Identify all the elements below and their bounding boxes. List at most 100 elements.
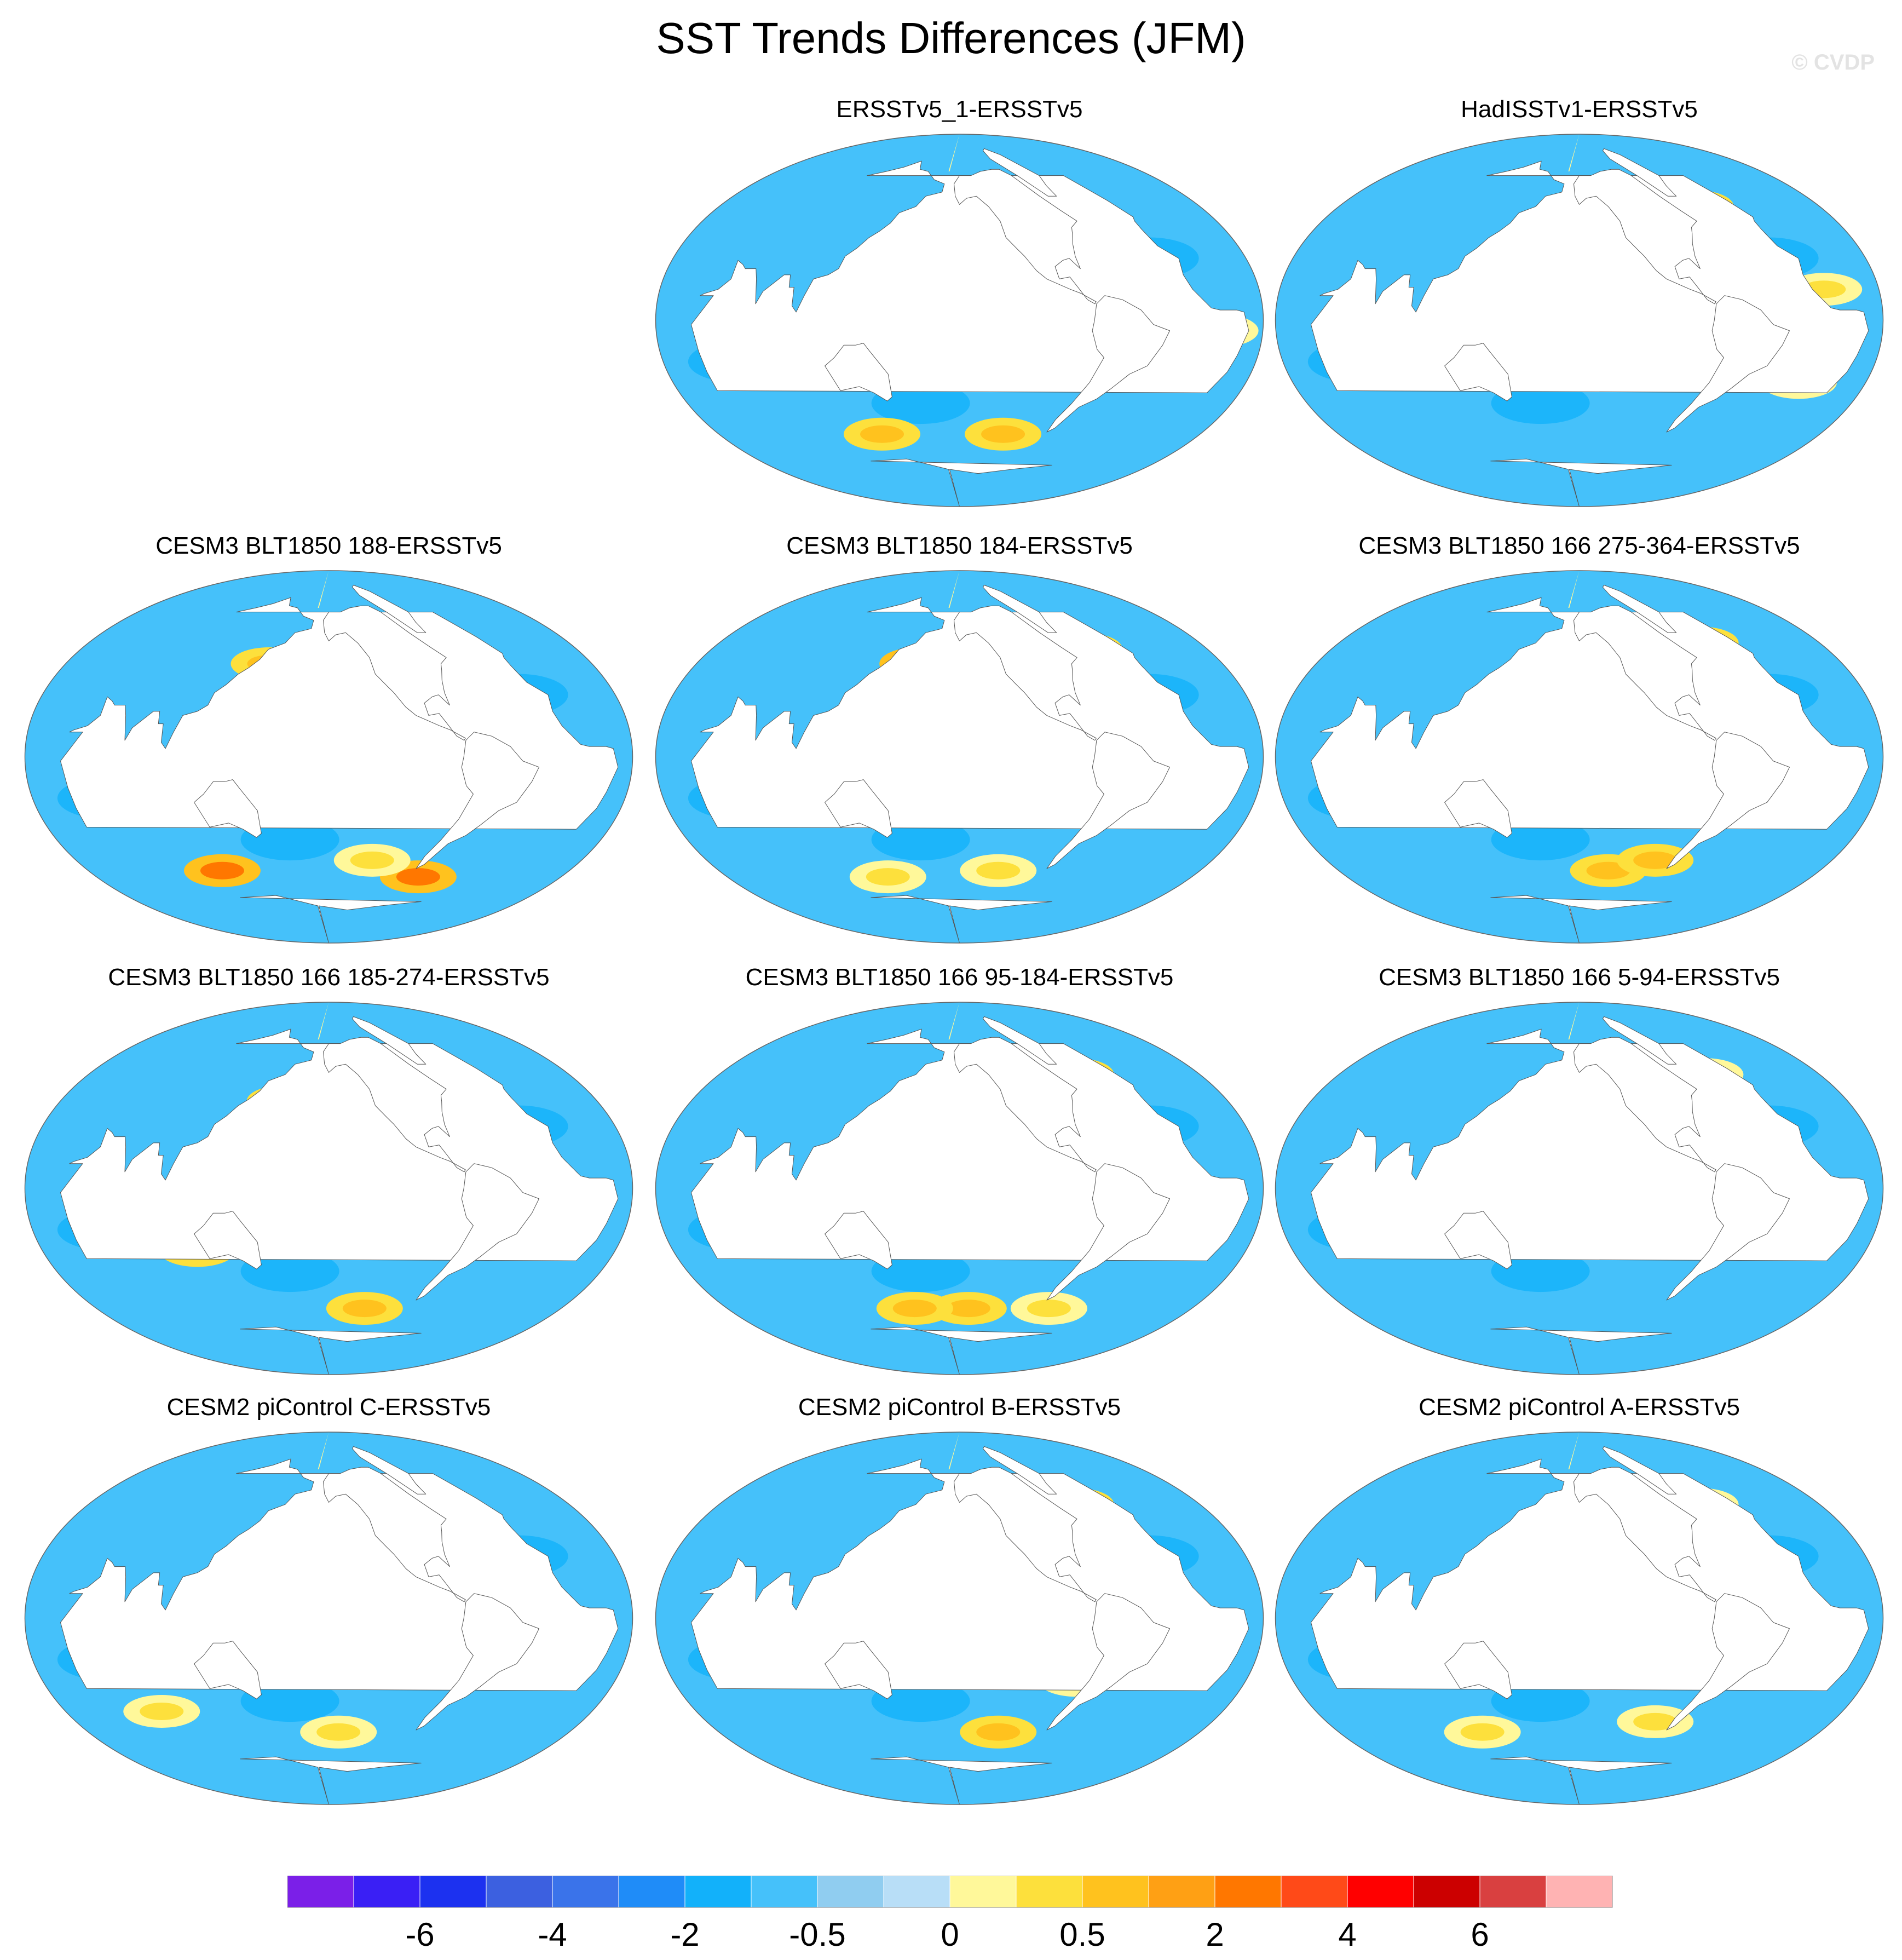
- land-antarctica: [240, 1756, 422, 1804]
- map-cesm3-188: [24, 570, 633, 944]
- sst-patch: [240, 1680, 339, 1722]
- map-cesm3-166-95-184: [655, 1002, 1264, 1375]
- map-panel-cesm2-c: CESM2 piControl C-ERSSTv5: [10, 1394, 648, 1821]
- colorbar-swatch: [552, 1876, 619, 1908]
- sst-patch: [240, 819, 339, 861]
- sst-patch: [240, 1250, 339, 1292]
- sst-patch: [871, 1680, 970, 1722]
- land-south-america: [416, 1593, 539, 1731]
- map-outline: [655, 134, 1264, 507]
- land-antarctica: [871, 1756, 1052, 1804]
- colorbar-swatch: [751, 1876, 818, 1908]
- map-cesm3-166-5-94: [1275, 1002, 1884, 1375]
- land-south-america: [1046, 1163, 1170, 1301]
- warm-anomaly-core: [866, 868, 910, 886]
- sst-patch: [871, 382, 970, 424]
- colorbar-swatch: [949, 1876, 1017, 1908]
- land-south-america: [416, 732, 539, 869]
- land-antarctica: [1490, 1756, 1672, 1804]
- land-greenland: [982, 1446, 1057, 1495]
- map-cesm3-166-185-274: [24, 1002, 633, 1375]
- arctic-band: [1568, 1002, 1580, 1039]
- map-cesm3-184: [655, 570, 1264, 944]
- land-south-america: [1666, 1163, 1790, 1301]
- land-north-america: [323, 1037, 466, 1172]
- land-greenland: [351, 1016, 426, 1065]
- panel-title: CESM2 piControl A-ERSSTv5: [1419, 1394, 1740, 1421]
- warm-anomaly-core: [1633, 851, 1678, 869]
- land-north-america: [954, 1467, 1097, 1602]
- arctic-band: [948, 134, 960, 171]
- arctic-band: [318, 571, 329, 608]
- map-panel-cesm2-a: CESM2 piControl A-ERSSTv5: [1260, 1394, 1898, 1821]
- sst-patch: [1491, 819, 1590, 861]
- land-north-america: [1574, 1467, 1716, 1602]
- map-outline: [655, 1002, 1264, 1375]
- land-australia: [825, 1211, 892, 1269]
- panel-title: CESM2 piControl C-ERSSTv5: [166, 1394, 491, 1421]
- arctic-band: [1568, 571, 1580, 608]
- map-cesm2-b: [655, 1432, 1264, 1805]
- colorbar-swatch: [817, 1876, 884, 1908]
- land-north-america: [1574, 169, 1716, 304]
- warm-anomaly-core: [976, 1723, 1021, 1741]
- land-greenland: [982, 584, 1057, 633]
- map-panel-cesm3-184: CESM3 BLT1850 184-ERSSTv5: [641, 532, 1278, 959]
- map-panel-cesm3-188: CESM3 BLT1850 188-ERSSTv5: [10, 532, 648, 959]
- map-outline: [24, 1002, 633, 1375]
- land-australia: [1444, 343, 1512, 401]
- arctic-band: [1568, 1432, 1580, 1469]
- colorbar-swatch: [618, 1876, 685, 1908]
- map-outline: [24, 1432, 633, 1805]
- colorbar-swatch: [1281, 1876, 1348, 1908]
- panel-title: CESM3 BLT1850 166 5-94-ERSSTv5: [1379, 964, 1780, 991]
- land-north-america: [323, 605, 466, 741]
- land-antarctica: [1490, 895, 1672, 943]
- panel-title: CESM3 BLT1850 188-ERSSTv5: [155, 532, 502, 559]
- panel-title: ERSSTv5_1-ERSSTv5: [836, 96, 1083, 123]
- colorbar-tick-label: 4: [1338, 1916, 1356, 1953]
- land-antarctica: [1490, 1326, 1672, 1375]
- map-outline: [1275, 1002, 1884, 1375]
- land-south-america: [1666, 295, 1790, 433]
- land-north-america: [1574, 605, 1716, 741]
- panel-title: CESM2 piControl B-ERSSTv5: [798, 1394, 1121, 1421]
- colorbar-tick-label: 0.5: [1059, 1916, 1105, 1953]
- map-outline: [655, 570, 1264, 944]
- warm-anomaly-core: [396, 868, 440, 886]
- warm-anomaly-core: [316, 1723, 361, 1741]
- map-cesm2-c: [24, 1432, 633, 1805]
- warm-anomaly-core: [1633, 1712, 1678, 1731]
- colorbar-tick-label: -6: [405, 1916, 434, 1953]
- land-australia: [1444, 779, 1512, 838]
- arctic-band: [318, 1432, 329, 1469]
- land-north-america: [954, 1037, 1097, 1172]
- warm-anomaly-core: [1460, 1723, 1505, 1741]
- colorbar-swatch: [883, 1876, 950, 1908]
- colorbar-swatch: [684, 1876, 752, 1908]
- land-south-america: [1666, 1593, 1790, 1731]
- colorbar-tick-label: -0.5: [789, 1916, 845, 1953]
- sst-patch: [1491, 1680, 1590, 1722]
- warm-anomaly-core: [1027, 1300, 1071, 1318]
- land-antarctica: [1490, 458, 1672, 507]
- map-panel-cesm3-166-275-364: CESM3 BLT1850 166 275-364-ERSSTv5: [1260, 532, 1898, 959]
- arctic-band: [1568, 134, 1580, 171]
- land-greenland: [1602, 1016, 1677, 1065]
- panel-title: CESM3 BLT1850 166 275-364-ERSSTv5: [1358, 532, 1800, 559]
- colorbar-tick-label: 0: [941, 1916, 959, 1953]
- arctic-band: [948, 571, 960, 608]
- warm-anomaly-core: [200, 861, 244, 880]
- map-panel-cesm3-166-185-274: CESM3 BLT1850 166 185-274-ERSSTv5: [10, 964, 648, 1391]
- map-cesm2-a: [1275, 1432, 1884, 1805]
- land-south-america: [1046, 1593, 1170, 1731]
- colorbar-swatch: [1016, 1876, 1083, 1908]
- colorbar-tick-label: -2: [670, 1916, 699, 1953]
- map-hadisst: [1275, 134, 1884, 507]
- map-ersstv5-1: [655, 134, 1264, 507]
- map-panel-ersstv5-1: ERSSTv5_1-ERSSTv5: [641, 96, 1278, 523]
- warm-anomaly-core: [976, 861, 1021, 880]
- sst-patch: [871, 819, 970, 861]
- land-antarctica: [871, 895, 1052, 943]
- land-greenland: [351, 584, 426, 633]
